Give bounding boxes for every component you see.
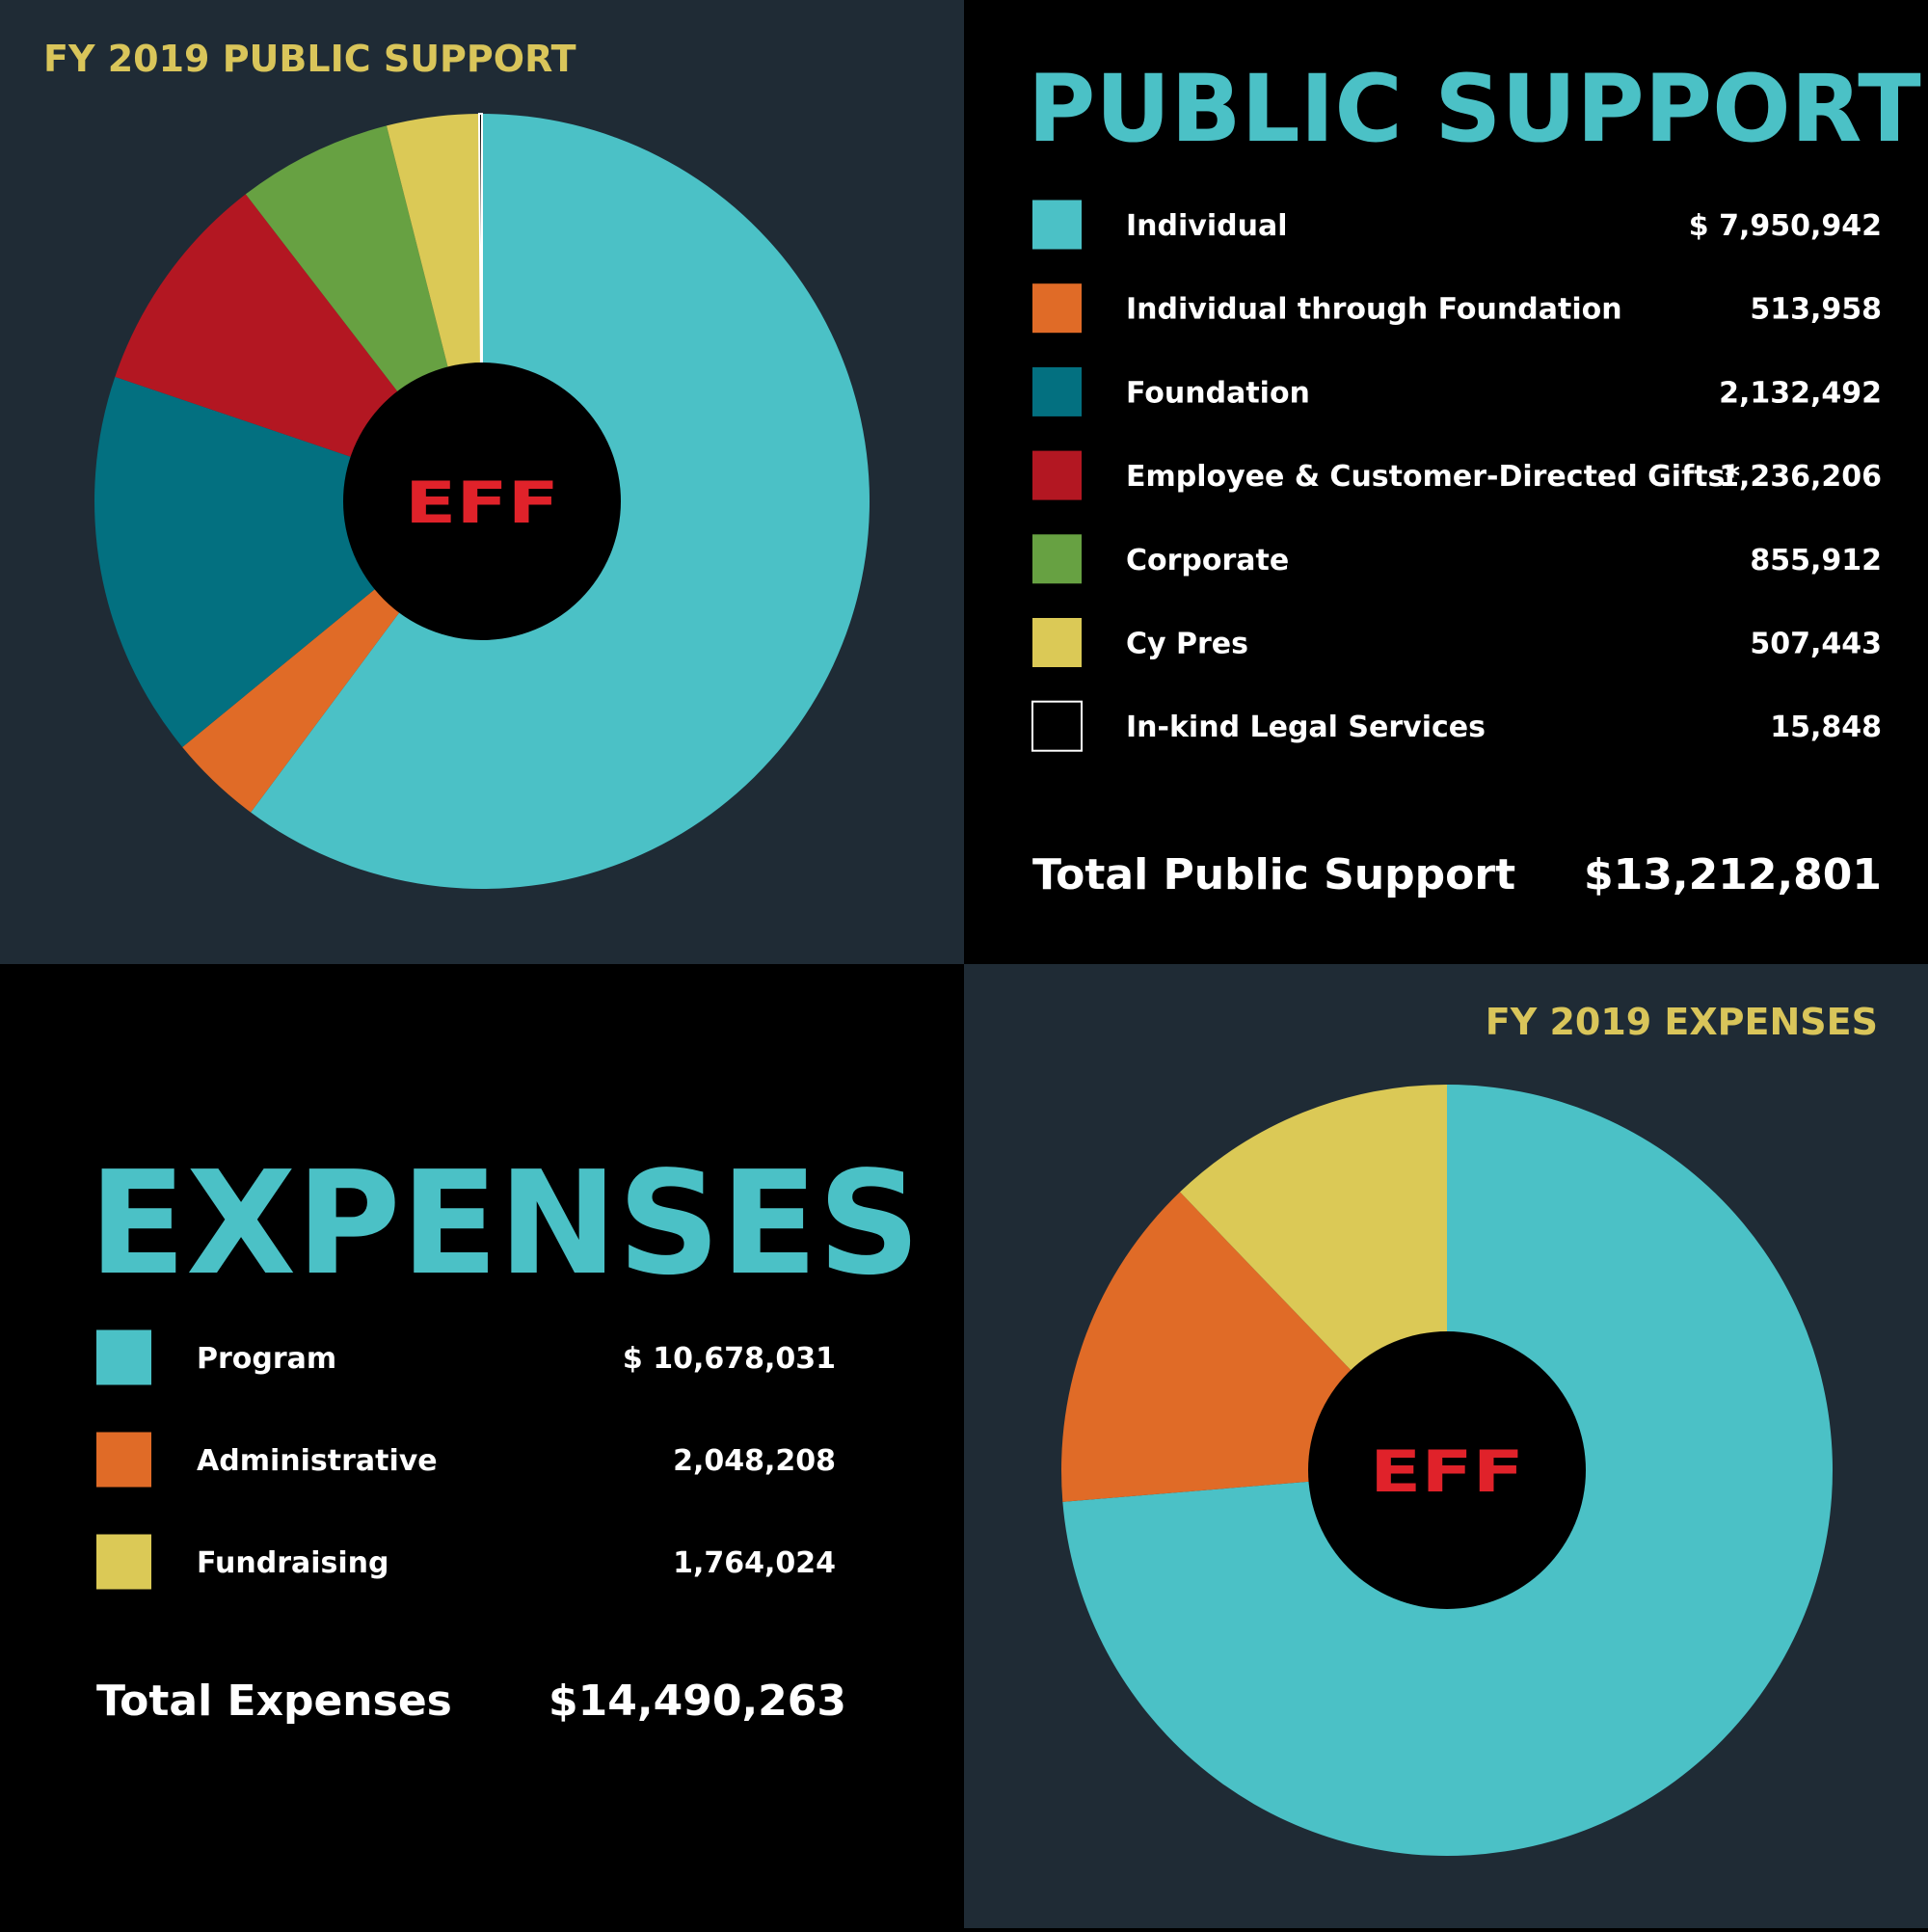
wedge [477,112,483,502]
legend-label: Foundation [1126,376,1310,410]
chart-title: FY 2019 PUBLIC SUPPORT [43,38,576,80]
value-label: $ 10,678,031 [623,1342,836,1376]
legend-label: In-kind Legal Services [1126,711,1486,744]
legend-label: Administrative [197,1444,438,1478]
legend-swatch [1031,700,1083,752]
legend-swatch [1032,534,1082,584]
legend-label: Program [197,1342,336,1376]
legend-label: Individual through Foundation [1126,293,1622,327]
legend-swatch [1032,200,1082,250]
legend-swatch [96,1534,151,1590]
legend-swatch [1032,366,1082,416]
value-label: $ 7,950,942 [1689,209,1882,243]
heading: PUBLIC SUPPORT [1028,55,1921,163]
legend-swatch [1032,618,1082,667]
total-value: $14,490,263 [549,1677,846,1726]
value-label: 2,048,208 [673,1444,836,1478]
value-label: 2,132,492 [1719,376,1882,410]
value-label: 513,958 [1750,293,1882,327]
legend-label: Employee & Customer-Directed Gifts* [1126,460,1740,494]
total-label: Total Expenses [96,1677,452,1726]
donut-hole [343,362,621,640]
legend-swatch [1032,450,1082,500]
legend-label: Cy Pres [1126,628,1248,661]
legend-label: Fundraising [197,1546,388,1580]
legend-label: Individual [1126,209,1287,243]
value-label: 507,443 [1750,628,1882,661]
legend-label: Corporate [1126,544,1289,577]
legend-swatch [96,1432,151,1488]
total-label: Total Public Support [1032,850,1515,899]
logo: EFF [1370,1438,1524,1506]
donut-hole [1308,1331,1586,1609]
value-label: 1,236,206 [1719,460,1882,494]
legend-swatch [1032,283,1082,334]
total-value: $13,212,801 [1584,850,1882,899]
heading: EXPENSES [89,1140,921,1306]
value-label: 855,912 [1750,544,1882,577]
value-label: 15,848 [1770,711,1882,744]
legend-swatch [96,1329,151,1385]
value-label: 1,764,024 [673,1546,836,1580]
logo: EFF [405,470,559,537]
panel [0,964,964,1928]
chart-title: FY 2019 EXPENSES [1486,1001,1878,1043]
panel [964,0,1928,964]
